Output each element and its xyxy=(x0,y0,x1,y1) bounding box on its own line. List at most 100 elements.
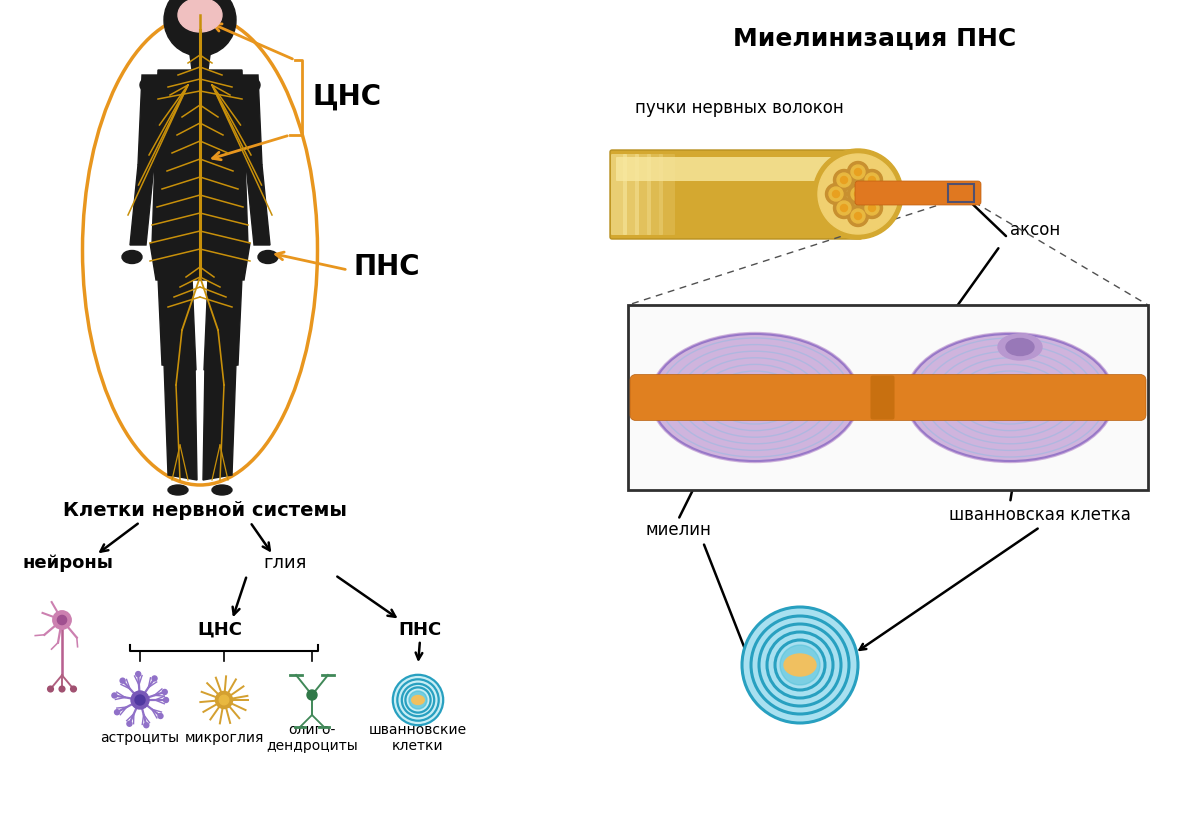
FancyBboxPatch shape xyxy=(870,375,894,419)
Ellipse shape xyxy=(905,333,1115,463)
Text: ПНС: ПНС xyxy=(398,621,442,639)
Circle shape xyxy=(58,616,67,625)
Text: ПНС: ПНС xyxy=(353,253,420,281)
Circle shape xyxy=(158,713,163,718)
Circle shape xyxy=(854,191,862,197)
Circle shape xyxy=(114,710,120,715)
Ellipse shape xyxy=(650,333,860,463)
Circle shape xyxy=(127,722,132,727)
Text: шванновская клетка: шванновская клетка xyxy=(949,506,1130,524)
Circle shape xyxy=(854,213,862,219)
Circle shape xyxy=(48,686,53,692)
Text: ЦНС: ЦНС xyxy=(312,83,382,111)
Circle shape xyxy=(874,187,887,201)
FancyBboxPatch shape xyxy=(623,154,640,235)
Circle shape xyxy=(854,169,862,176)
Circle shape xyxy=(409,691,427,709)
Circle shape xyxy=(862,170,882,191)
Polygon shape xyxy=(203,363,236,480)
FancyBboxPatch shape xyxy=(856,181,982,205)
Circle shape xyxy=(826,183,846,204)
Circle shape xyxy=(131,691,149,709)
Ellipse shape xyxy=(168,485,188,495)
Circle shape xyxy=(865,201,880,215)
Circle shape xyxy=(220,696,229,705)
Circle shape xyxy=(144,722,149,727)
Circle shape xyxy=(833,191,840,197)
Circle shape xyxy=(164,0,236,56)
Text: аксон: аксон xyxy=(1010,221,1061,239)
Circle shape xyxy=(136,695,145,705)
Circle shape xyxy=(307,690,317,700)
Ellipse shape xyxy=(784,654,816,676)
Circle shape xyxy=(865,173,880,187)
Circle shape xyxy=(862,197,882,218)
Bar xyxy=(628,305,1148,490)
Circle shape xyxy=(851,165,865,179)
Polygon shape xyxy=(246,165,270,245)
Circle shape xyxy=(847,183,869,204)
Circle shape xyxy=(59,686,65,692)
Text: миелин: миелин xyxy=(646,521,710,539)
Circle shape xyxy=(834,197,854,218)
Polygon shape xyxy=(138,75,158,165)
Polygon shape xyxy=(158,277,196,370)
Bar xyxy=(948,184,974,202)
Text: Клетки нервной системы: Клетки нервной системы xyxy=(64,501,347,519)
Polygon shape xyxy=(130,165,154,245)
Circle shape xyxy=(834,170,854,191)
Circle shape xyxy=(851,209,865,223)
FancyBboxPatch shape xyxy=(647,154,664,235)
Circle shape xyxy=(71,686,77,692)
Ellipse shape xyxy=(258,250,278,264)
Text: пучки нервных волокон: пучки нервных волокон xyxy=(635,99,844,117)
FancyBboxPatch shape xyxy=(635,154,652,235)
Text: шванновские
клетки: шванновские клетки xyxy=(368,723,467,753)
Text: Миелинизация ПНС: Миелинизация ПНС xyxy=(733,26,1016,50)
Ellipse shape xyxy=(178,0,222,32)
Ellipse shape xyxy=(140,77,160,93)
Polygon shape xyxy=(150,243,250,280)
Polygon shape xyxy=(242,75,262,165)
Circle shape xyxy=(876,191,883,197)
FancyBboxPatch shape xyxy=(659,154,676,235)
Ellipse shape xyxy=(212,485,232,495)
Circle shape xyxy=(53,611,71,629)
Ellipse shape xyxy=(122,250,142,264)
Circle shape xyxy=(870,183,890,204)
Circle shape xyxy=(216,691,233,709)
Circle shape xyxy=(152,676,157,681)
Text: глия: глия xyxy=(263,554,307,572)
Polygon shape xyxy=(152,70,248,245)
Ellipse shape xyxy=(240,77,260,93)
Circle shape xyxy=(869,204,876,212)
Text: микроглия: микроглия xyxy=(185,731,264,745)
Circle shape xyxy=(136,671,140,676)
Circle shape xyxy=(851,187,865,201)
Circle shape xyxy=(780,645,820,685)
Polygon shape xyxy=(204,277,242,370)
Circle shape xyxy=(163,697,168,702)
Polygon shape xyxy=(164,363,197,480)
FancyBboxPatch shape xyxy=(610,150,862,239)
Text: нейроны: нейроны xyxy=(23,554,114,572)
FancyBboxPatch shape xyxy=(630,375,1146,421)
Circle shape xyxy=(869,176,876,183)
Circle shape xyxy=(829,187,844,201)
Circle shape xyxy=(112,693,116,698)
Ellipse shape xyxy=(1006,339,1034,355)
Circle shape xyxy=(392,675,443,725)
Circle shape xyxy=(840,204,847,212)
Circle shape xyxy=(814,149,904,239)
Text: ЦНС: ЦНС xyxy=(198,621,242,639)
Circle shape xyxy=(742,607,858,723)
Circle shape xyxy=(818,154,898,234)
Text: олиго-
дендроциты: олиго- дендроциты xyxy=(266,723,358,753)
Polygon shape xyxy=(190,55,210,70)
Ellipse shape xyxy=(998,334,1042,360)
Circle shape xyxy=(838,173,851,187)
Circle shape xyxy=(120,678,125,683)
Circle shape xyxy=(847,206,869,227)
Circle shape xyxy=(847,161,869,182)
Text: астроциты: астроциты xyxy=(101,731,180,745)
